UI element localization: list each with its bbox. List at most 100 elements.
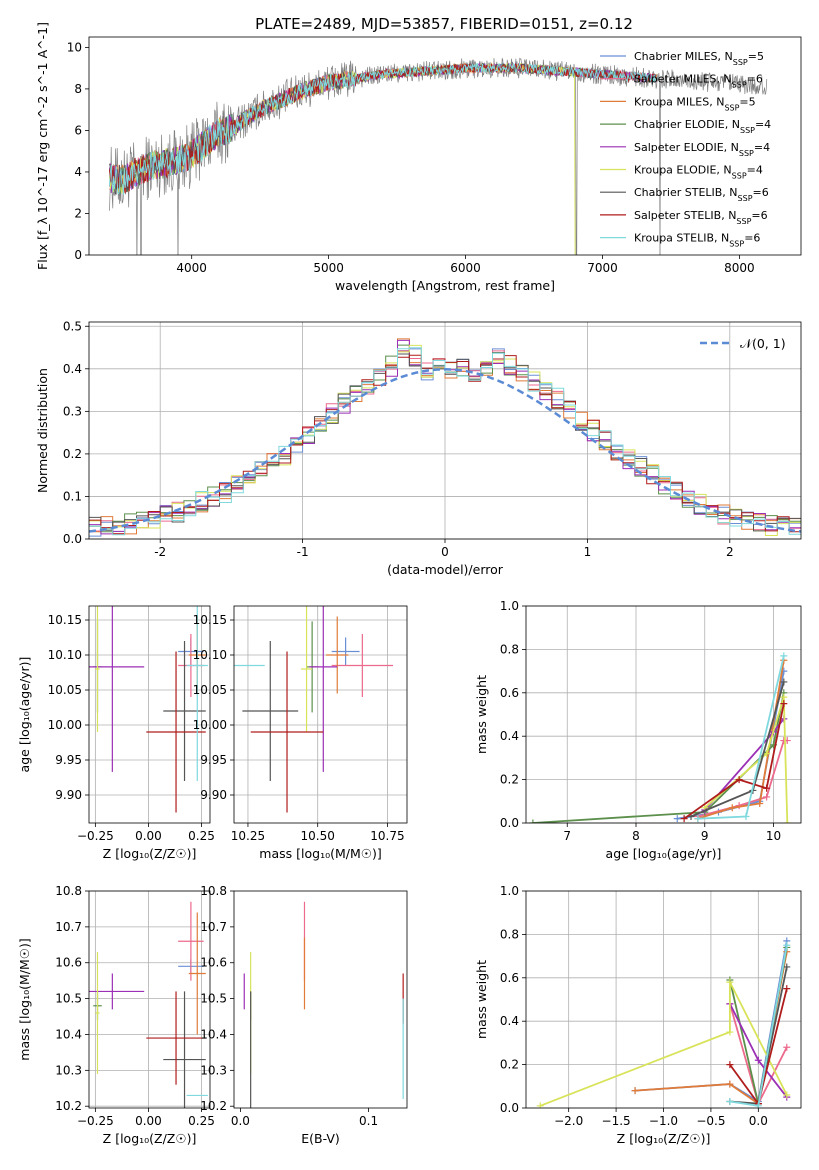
x-tick-label: 0.0 bbox=[749, 1114, 768, 1128]
point-marker bbox=[754, 1102, 762, 1108]
y-tick-label: 9.95 bbox=[55, 753, 82, 767]
y-tick-label: 10.10 bbox=[48, 648, 82, 662]
y-tick-label: 10.5 bbox=[200, 992, 227, 1006]
point-marker bbox=[754, 1056, 762, 1064]
figure-title: PLATE=2489, MJD=53857, FIBERID=0151, z=0… bbox=[255, 15, 633, 33]
y-tick-label: 10.05 bbox=[193, 683, 227, 697]
y-axis-label: Flux [f_λ 10^-17 erg cm^-2 s^-1 A^-1] bbox=[35, 22, 50, 270]
y-tick-label: 10.6 bbox=[200, 956, 227, 970]
x-tick-label: 9 bbox=[701, 829, 709, 843]
y-tick-label: 8 bbox=[74, 82, 82, 96]
x-tick-label: -1 bbox=[297, 545, 309, 559]
legend-label: Chabrier ELODIE, NSSP=4 bbox=[634, 118, 771, 135]
axes-frame bbox=[525, 605, 802, 824]
y-axis-label: mass weight bbox=[474, 675, 489, 754]
axes-frame bbox=[88, 605, 211, 824]
y-tick-label: 10.00 bbox=[193, 718, 227, 732]
y-tick-label: 0.8 bbox=[500, 927, 519, 941]
y-axis-label: mass weight bbox=[474, 960, 489, 1039]
y-tick-label: 2 bbox=[74, 206, 82, 220]
panel-massweight_vs_age: 7 8 9 10 0.0 0.2 0.4 0.6 0.8 1.0 age [log₁₀(age/yr… bbox=[474, 599, 802, 861]
errorbar-kroupa-elodie bbox=[95, 606, 100, 732]
point-marker bbox=[726, 1028, 734, 1036]
x-axis-label: Z [log₁₀(Z/Z☉)] bbox=[617, 1131, 711, 1146]
panel-massweight_vs_Z: −2.0 −1.5 −1.0 −0.5 0.0 0.0 0.2 0.4 0.6 0.8 1.0 Z [… bbox=[474, 884, 802, 1146]
point-marker bbox=[783, 963, 791, 971]
y-tick-label: 0.2 bbox=[500, 773, 519, 787]
x-tick-label: 0.0 bbox=[231, 1114, 250, 1128]
point-marker bbox=[783, 1091, 791, 1099]
y-tick-label: 0.4 bbox=[500, 1014, 519, 1028]
y-tick-label: 9.90 bbox=[200, 788, 227, 802]
series-kroupa-elodie bbox=[539, 981, 788, 1107]
y-tick-label: 10.3 bbox=[55, 1063, 82, 1077]
panel-mass_vs_Z: −0.25 0.00 0.25 10.2 10.3 10.4 10.5 10.6 10.7 10.… bbox=[17, 884, 215, 1146]
series-chabrier-miles bbox=[109, 61, 658, 195]
y-tick-label: 10.00 bbox=[48, 718, 82, 732]
x-tick-label: 10.50 bbox=[301, 829, 335, 843]
y-tick-label: 10.6 bbox=[55, 956, 82, 970]
point-marker bbox=[529, 819, 537, 823]
y-tick-label: 0.0 bbox=[63, 532, 82, 546]
x-tick-label: 0.00 bbox=[135, 1114, 162, 1128]
legend-label: Kroupa STELIB, NSSP=6 bbox=[634, 232, 760, 249]
plot-area bbox=[243, 901, 404, 1108]
y-tick-label: 10.05 bbox=[48, 683, 82, 697]
point-marker bbox=[726, 978, 734, 986]
point-marker bbox=[763, 784, 771, 792]
normal-curve bbox=[89, 368, 801, 533]
panel-residuals: -2 -1 0 1 2 0.0 0.1 0.2 0.3 0.4 0.5 (data-model)/er… bbox=[35, 319, 802, 577]
plot-area bbox=[109, 57, 768, 255]
x-tick-label: −0.25 bbox=[77, 1114, 114, 1128]
y-tick-label: 4 bbox=[74, 165, 82, 179]
y-tick-label: 10.10 bbox=[193, 648, 227, 662]
x-tick-label: 6000 bbox=[450, 261, 481, 275]
point-marker bbox=[726, 1097, 734, 1105]
y-axis-label: Normed distribution bbox=[35, 368, 50, 493]
y-tick-label: 10.7 bbox=[55, 920, 82, 934]
x-tick-label: 7 bbox=[563, 829, 571, 843]
errorbar-kroupa-elodie bbox=[95, 951, 100, 1074]
y-tick-label: 10.4 bbox=[55, 1027, 82, 1041]
y-tick-label: 0.6 bbox=[500, 686, 519, 700]
y-tick-label: 10.7 bbox=[200, 920, 227, 934]
errorbar-salpeter-stelib bbox=[146, 651, 206, 813]
point-marker bbox=[783, 941, 791, 949]
x-tick-label: 5000 bbox=[313, 261, 344, 275]
errorbar-salpeter-stelib bbox=[250, 651, 324, 813]
point-marker bbox=[742, 812, 750, 820]
y-tick-label: 0.2 bbox=[500, 1058, 519, 1072]
errorbar-salpeter-elodie bbox=[89, 973, 145, 1010]
y-tick-label: 0.4 bbox=[63, 362, 82, 376]
x-tick-label: −0.5 bbox=[696, 1114, 725, 1128]
legend-label: 𝒩(0, 1) bbox=[740, 336, 786, 351]
x-tick-label: 10.25 bbox=[231, 829, 265, 843]
y-tick-label: 10.8 bbox=[200, 884, 227, 898]
point-marker bbox=[694, 815, 702, 823]
axes-frame bbox=[233, 890, 408, 1109]
x-axis-label: Z [log₁₀(Z/Z☉)] bbox=[103, 1131, 197, 1146]
series-data bbox=[109, 57, 768, 255]
point-marker bbox=[783, 985, 791, 993]
point-marker bbox=[631, 1087, 639, 1095]
errorbar-chabrier-stelib bbox=[163, 991, 206, 1108]
point-marker bbox=[673, 815, 681, 823]
y-tick-label: 10.4 bbox=[200, 1027, 227, 1041]
y-tick-label: 1.0 bbox=[500, 884, 519, 898]
legend-label: Salpeter ELODIE, NSSP=4 bbox=[634, 141, 770, 158]
panel-mass_vs_ebv: 0.0 0.1 10.2 10.3 10.4 10.5 10.6 10.7 10.8 E(B-V) bbox=[200, 884, 408, 1146]
x-axis-label: (data-model)/error bbox=[387, 562, 504, 577]
axes-frame bbox=[88, 890, 211, 1109]
legend-label: Chabrier STELIB, NSSP=6 bbox=[634, 186, 769, 203]
point-marker bbox=[780, 652, 788, 660]
point-marker bbox=[780, 700, 788, 708]
errorbar-kroupa-elodie bbox=[300, 606, 313, 732]
errorbar-salpeter-miles bbox=[178, 901, 204, 981]
y-tick-label: 0.1 bbox=[63, 489, 82, 503]
y-tick-label: 0.6 bbox=[500, 971, 519, 985]
x-tick-label: −2.0 bbox=[554, 1114, 583, 1128]
y-axis-label: age [log₁₀(age/yr)] bbox=[17, 657, 32, 773]
y-tick-label: 10.15 bbox=[193, 613, 227, 627]
errorbar-salpeter-elodie bbox=[309, 606, 338, 772]
